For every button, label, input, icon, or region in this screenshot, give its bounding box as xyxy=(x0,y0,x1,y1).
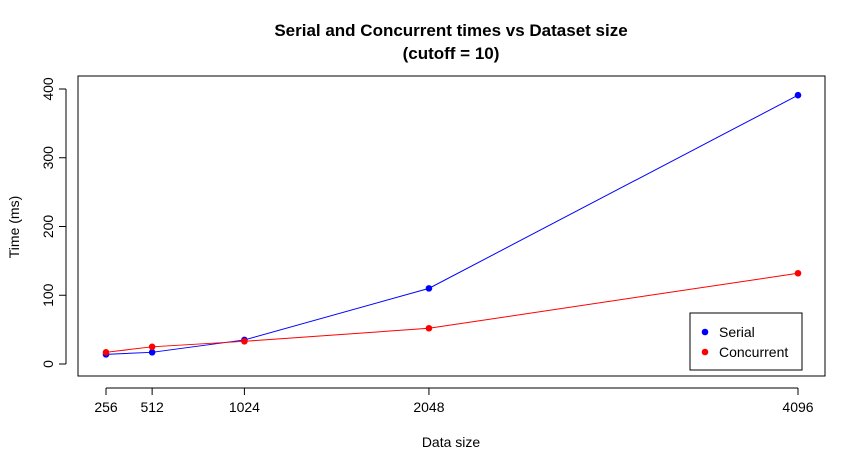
y-axis: 0 100 200 300 400 xyxy=(40,77,67,368)
data-point-serial xyxy=(425,285,433,292)
legend-marker-serial xyxy=(701,328,709,336)
x-tick-label: 2048 xyxy=(413,399,444,415)
data-point-concurrent xyxy=(794,269,802,277)
y-tick-label: 200 xyxy=(40,215,56,239)
data-point-serial xyxy=(148,349,156,356)
data-point-concurrent xyxy=(102,349,110,356)
legend-marker-concurrent xyxy=(701,348,709,356)
chart-title: Serial and Concurrent times vs Dataset s… xyxy=(274,21,627,40)
y-tick-label: 300 xyxy=(40,146,56,170)
x-tick-label: 256 xyxy=(94,399,118,415)
x-axis-label: Data size xyxy=(422,434,481,450)
y-tick-label: 100 xyxy=(40,283,56,307)
y-axis-label: Time (ms) xyxy=(6,196,22,258)
legend-label-concurrent: Concurrent xyxy=(719,344,788,360)
legend-box xyxy=(689,312,803,371)
x-tick-label: 1024 xyxy=(229,399,260,415)
y-tick-label: 0 xyxy=(40,360,56,368)
x-axis: 256 512 1024 2048 4096 xyxy=(94,387,814,415)
data-point-concurrent xyxy=(148,343,156,351)
legend-label-serial: Serial xyxy=(719,324,755,340)
x-tick-label: 4096 xyxy=(782,399,813,415)
data-point-concurrent xyxy=(241,338,248,345)
data-point-serial xyxy=(794,91,802,99)
data-point-concurrent xyxy=(425,324,433,332)
chart-subtitle: (cutoff = 10) xyxy=(403,44,500,63)
y-tick-label: 400 xyxy=(40,77,56,101)
x-tick-label: 512 xyxy=(140,399,164,415)
series-points xyxy=(102,91,802,358)
plot-frame xyxy=(77,75,826,377)
legend: Serial Concurrent xyxy=(689,312,803,371)
